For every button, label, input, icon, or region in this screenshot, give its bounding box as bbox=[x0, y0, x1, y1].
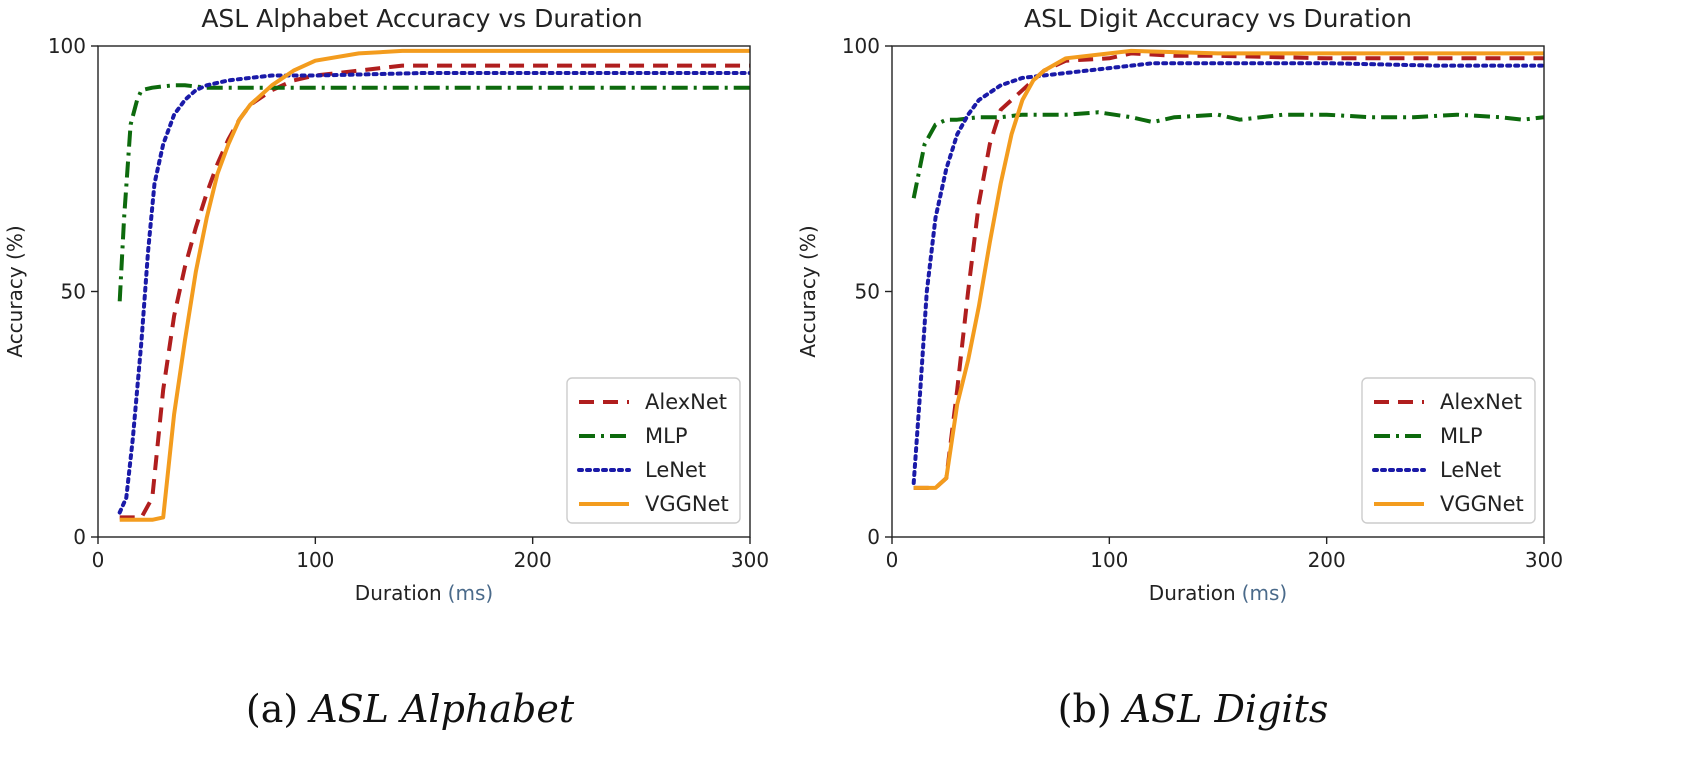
figure-caption: (a) ASL Alphabet bbox=[246, 687, 575, 731]
y-tick-label: 100 bbox=[48, 34, 86, 58]
caption-prefix: (b) bbox=[1058, 687, 1112, 731]
legend: AlexNet MLP LeNet VGGNet bbox=[1361, 377, 1536, 524]
series-line-lenet bbox=[117, 71, 750, 515]
legend-label-alexnet: AlexNet bbox=[645, 390, 727, 414]
x-axis-label: Duration (ms) bbox=[1149, 581, 1287, 605]
caption-title: ASL Digits bbox=[1121, 687, 1329, 731]
caption-prefix: (a) bbox=[246, 687, 298, 731]
x-tick-label: 0 bbox=[886, 548, 899, 572]
x-tick-label: 200 bbox=[514, 548, 552, 572]
series-line-mlp bbox=[117, 83, 750, 302]
y-tick-label: 50 bbox=[61, 280, 86, 304]
legend-label-vggnet: VGGNet bbox=[645, 492, 729, 516]
y-tick-label: 100 bbox=[842, 34, 880, 58]
series-line-lenet bbox=[911, 61, 1544, 485]
x-axis-unit: (ms) bbox=[448, 581, 494, 605]
legend-label-lenet: LeNet bbox=[1440, 458, 1501, 482]
y-axis-label: Accuracy (%) bbox=[3, 225, 27, 357]
chart-title: ASL Alphabet Accuracy vs Duration bbox=[201, 4, 642, 33]
legend-box bbox=[566, 377, 741, 524]
legend-label-vggnet: VGGNet bbox=[1440, 492, 1524, 516]
y-axis-label: Accuracy (%) bbox=[796, 225, 820, 357]
series-group bbox=[911, 48, 1544, 490]
legend: AlexNet MLP LeNet VGGNet bbox=[566, 377, 741, 524]
series-group bbox=[117, 48, 750, 522]
x-tick-label: 200 bbox=[1308, 548, 1346, 572]
chart-title: ASL Digit Accuracy vs Duration bbox=[1024, 4, 1412, 33]
x-axis-label-text: Duration bbox=[355, 581, 442, 605]
series-line-mlp bbox=[911, 110, 1544, 199]
x-tick-label: 300 bbox=[731, 548, 769, 572]
x-axis-label-text: Duration bbox=[1149, 581, 1236, 605]
y-tick-label: 50 bbox=[855, 280, 880, 304]
x-tick-label: 300 bbox=[1525, 548, 1563, 572]
x-tick-label: 100 bbox=[1090, 548, 1128, 572]
y-tick-label: 0 bbox=[867, 525, 880, 549]
caption-title: ASL Alphabet bbox=[307, 687, 575, 731]
legend-label-mlp: MLP bbox=[1440, 424, 1482, 448]
legend-label-alexnet: AlexNet bbox=[1440, 390, 1522, 414]
x-axis-unit: (ms) bbox=[1242, 581, 1288, 605]
x-tick-label: 0 bbox=[92, 548, 105, 572]
series-line-vggnet bbox=[119, 48, 750, 522]
x-axis-label: Duration (ms) bbox=[355, 581, 493, 605]
series-line-vggnet bbox=[913, 48, 1544, 490]
x-tick-label: 100 bbox=[296, 548, 334, 572]
chart-panel-alphabet: ASL Alphabet Accuracy vs Duration 0 100 200… bbox=[3, 4, 769, 731]
legend-box bbox=[1361, 377, 1536, 524]
figure-caption: (b) ASL Digits bbox=[1058, 687, 1329, 731]
chart-panel-digits: ASL Digit Accuracy vs Duration 0 100 200 300… bbox=[796, 4, 1563, 731]
legend-label-mlp: MLP bbox=[645, 424, 687, 448]
legend-label-lenet: LeNet bbox=[645, 458, 706, 482]
y-tick-label: 0 bbox=[73, 525, 86, 549]
